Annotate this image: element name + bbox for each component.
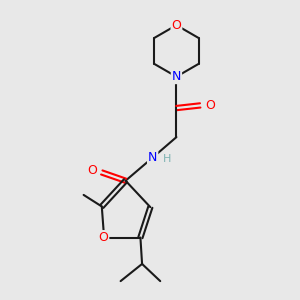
Text: O: O: [172, 19, 182, 32]
Text: N: N: [172, 70, 181, 83]
Text: N: N: [148, 151, 157, 164]
Text: O: O: [98, 231, 108, 244]
Text: O: O: [87, 164, 97, 177]
Text: H: H: [163, 154, 171, 164]
Text: O: O: [206, 99, 215, 112]
